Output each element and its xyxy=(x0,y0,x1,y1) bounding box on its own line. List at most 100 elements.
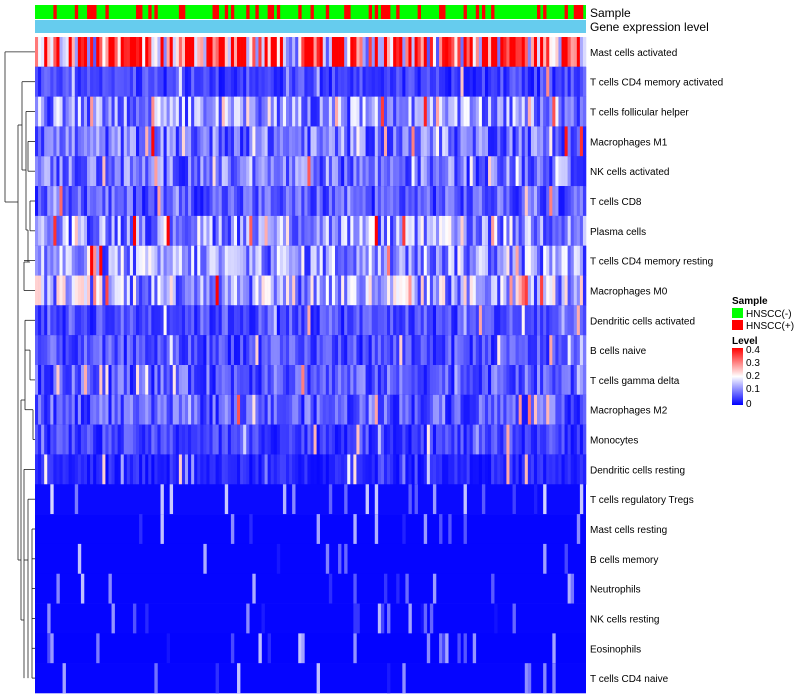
heatmap-cell xyxy=(365,96,369,127)
heatmap-cell xyxy=(512,335,516,366)
sample-cell-positive xyxy=(230,5,235,19)
heatmap-cell xyxy=(509,365,513,396)
heatmap-cell xyxy=(191,365,195,396)
heatmap-cell xyxy=(466,96,470,127)
heatmap-cell xyxy=(181,96,186,127)
heatmap-cell xyxy=(338,305,342,336)
heatmap-cell xyxy=(142,126,146,157)
heatmap-cell xyxy=(301,633,305,664)
heatmap-cell xyxy=(188,365,192,396)
heatmap-cell xyxy=(341,66,345,97)
heatmap-cell xyxy=(310,215,314,247)
heatmap-cell xyxy=(362,394,366,425)
heatmap-cell xyxy=(132,454,137,485)
heatmap-cell xyxy=(215,424,219,455)
heatmap-cell xyxy=(212,335,216,366)
heatmap-cell xyxy=(530,335,535,366)
heatmap-cell xyxy=(47,215,51,247)
heatmap-cell xyxy=(491,365,495,396)
heatmap-cell xyxy=(377,365,382,396)
heatmap-cell xyxy=(439,424,443,455)
heatmap-cell xyxy=(148,365,152,396)
heatmap-cell xyxy=(512,305,516,336)
heatmap-cell xyxy=(310,454,314,485)
sample-cell-positive xyxy=(212,5,216,19)
heatmap-cell xyxy=(445,186,449,217)
heatmap-cell xyxy=(252,66,256,97)
heatmap-cell xyxy=(298,66,302,97)
sample-cell-positive xyxy=(267,5,271,19)
heatmap-cell xyxy=(252,245,256,276)
heatmap-cell xyxy=(117,454,122,485)
heatmap-cell xyxy=(200,335,204,366)
heatmap-cell xyxy=(509,215,513,247)
heatmap-cell xyxy=(463,335,467,366)
heatmap-cell xyxy=(368,305,373,336)
heatmap-cell xyxy=(377,126,382,157)
heatmap-cell xyxy=(304,275,308,306)
heatmap-cell xyxy=(436,126,440,157)
heatmap-cell xyxy=(442,424,446,455)
heatmap-cell xyxy=(273,215,278,247)
heatmap-cell xyxy=(423,66,428,97)
heatmap-cell xyxy=(475,66,480,97)
heatmap-cell xyxy=(129,126,134,157)
heatmap-cell xyxy=(371,365,376,396)
heatmap-cell xyxy=(310,394,314,425)
heatmap-cell xyxy=(157,66,161,97)
heatmap-cell xyxy=(500,37,504,68)
heatmap-cell xyxy=(328,156,333,187)
heatmap-cell xyxy=(233,424,238,455)
heatmap-cell xyxy=(543,37,547,68)
heatmap-cell xyxy=(129,37,134,68)
heatmap-cell xyxy=(249,66,253,97)
heatmap-cell xyxy=(579,126,584,157)
heatmap-cell xyxy=(530,394,535,425)
heatmap-cell xyxy=(233,335,238,366)
heatmap-cell xyxy=(261,96,265,127)
heatmap-cell xyxy=(524,424,529,455)
heatmap-cell xyxy=(518,96,523,127)
heatmap-cell xyxy=(408,394,412,425)
heatmap-cell xyxy=(96,215,100,247)
heatmap-cell xyxy=(120,215,125,247)
heatmap-cell xyxy=(111,305,115,336)
heatmap-cell xyxy=(99,66,103,97)
heatmap-cell xyxy=(460,96,464,127)
heatmap-cell xyxy=(172,245,177,276)
heatmap-cell xyxy=(341,96,345,127)
heatmap-cell xyxy=(59,215,63,247)
heatmap-cell xyxy=(537,305,541,336)
heatmap-cell xyxy=(564,424,568,455)
heatmap-cell xyxy=(166,66,170,97)
heatmap-cell xyxy=(90,96,94,127)
heatmap-cell xyxy=(38,305,42,336)
heatmap-cell xyxy=(319,37,324,68)
heatmap-cell xyxy=(41,186,45,217)
heatmap-cell xyxy=(341,245,345,276)
heatmap-cell xyxy=(123,126,128,157)
heatmap-cell xyxy=(74,394,79,425)
heatmap-cell xyxy=(316,663,320,694)
heatmap-cell xyxy=(129,186,134,217)
heatmap-cell xyxy=(546,186,550,217)
heatmap-cell xyxy=(500,245,504,276)
heatmap-cell xyxy=(331,275,336,306)
heatmap-cell xyxy=(472,394,477,425)
heatmap-row-bg xyxy=(35,603,586,634)
heatmap-cell xyxy=(567,573,571,604)
heatmap-cell xyxy=(570,454,575,485)
heatmap-cell xyxy=(564,275,568,306)
heatmap-cell xyxy=(41,335,45,366)
heatmap-cell xyxy=(546,454,550,485)
heatmap-cell xyxy=(289,335,293,366)
heatmap-cell xyxy=(99,245,103,276)
heatmap-cell xyxy=(246,37,250,68)
heatmap-cell xyxy=(533,186,538,217)
heatmap-cell xyxy=(537,215,541,247)
heatmap-cell xyxy=(393,156,397,187)
sample-cell-positive xyxy=(270,5,275,19)
heatmap-cell xyxy=(194,156,198,187)
heatmap-cell xyxy=(426,424,431,455)
heatmap-cell xyxy=(77,424,82,455)
